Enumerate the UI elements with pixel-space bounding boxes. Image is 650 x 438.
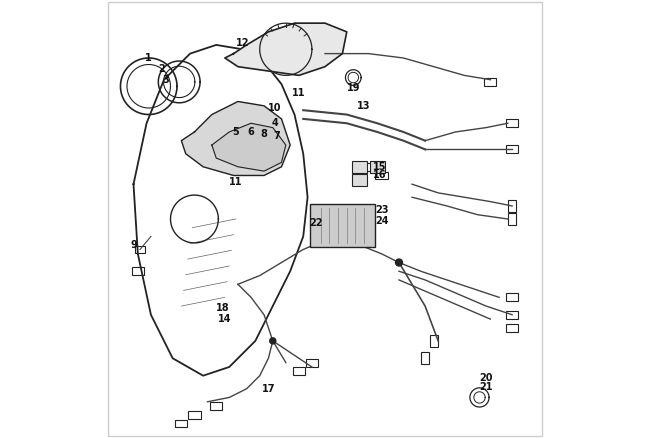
FancyBboxPatch shape [310, 204, 375, 247]
Text: 11: 11 [229, 177, 242, 187]
Polygon shape [225, 23, 346, 75]
FancyBboxPatch shape [352, 161, 367, 173]
Text: 12: 12 [235, 38, 249, 48]
Text: 15: 15 [372, 162, 386, 172]
FancyBboxPatch shape [352, 174, 367, 186]
Text: 1: 1 [146, 53, 152, 63]
Text: 17: 17 [262, 384, 275, 394]
Text: 22: 22 [309, 219, 323, 228]
Text: 3: 3 [162, 75, 170, 85]
Text: 23: 23 [375, 205, 388, 215]
FancyBboxPatch shape [370, 161, 385, 173]
Text: 19: 19 [346, 83, 360, 93]
Circle shape [395, 259, 402, 266]
Text: 11: 11 [292, 88, 306, 98]
Text: 9: 9 [130, 240, 137, 250]
Text: 2: 2 [159, 64, 165, 74]
Polygon shape [212, 123, 286, 171]
Text: 20: 20 [479, 373, 493, 383]
Text: 18: 18 [216, 303, 229, 313]
Polygon shape [181, 102, 290, 176]
Text: 7: 7 [274, 131, 281, 141]
Text: 21: 21 [479, 381, 493, 392]
Text: 10: 10 [268, 103, 281, 113]
Text: 14: 14 [218, 314, 231, 324]
Text: 4: 4 [272, 118, 278, 128]
Text: 13: 13 [358, 101, 371, 111]
Text: 8: 8 [261, 129, 268, 139]
Text: 6: 6 [248, 127, 254, 137]
Circle shape [270, 338, 276, 344]
Text: 5: 5 [233, 127, 239, 137]
Text: 24: 24 [375, 216, 388, 226]
Text: 16: 16 [372, 170, 386, 180]
